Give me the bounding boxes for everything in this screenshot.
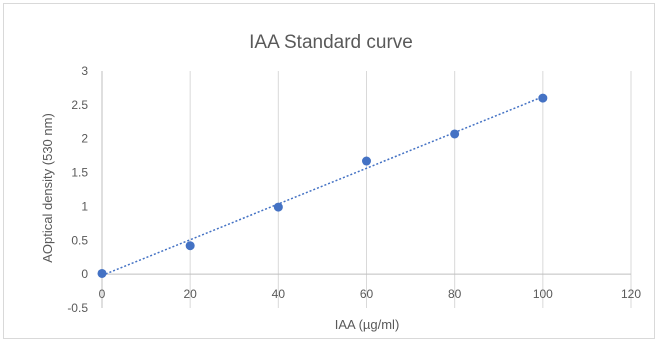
x-tick-label-1: 20 bbox=[183, 287, 197, 301]
x-axis-label: IAA (µg/ml) bbox=[335, 317, 400, 332]
y-tick-labels: -0.5 0 0.5 1 1.5 2 2.5 3 bbox=[67, 64, 88, 315]
y-tick-label-0: -0.5 bbox=[67, 301, 88, 315]
data-point-0-2 bbox=[273, 202, 283, 212]
y-tick-label-3: 1 bbox=[81, 199, 88, 213]
y-tick-label-2: 0.5 bbox=[71, 233, 88, 247]
x-tick-label-3: 60 bbox=[360, 287, 374, 301]
trendline bbox=[101, 96, 544, 277]
y-tick-label-1: 0 bbox=[81, 267, 88, 281]
x-tick-label-5: 100 bbox=[533, 287, 553, 301]
y-tick-label-7: 3 bbox=[81, 64, 88, 78]
chart-title: IAA Standard curve bbox=[249, 32, 413, 53]
data-point-0-0 bbox=[97, 268, 107, 278]
x-tick-label-2: 40 bbox=[272, 287, 286, 301]
chart-frame bbox=[3, 3, 655, 339]
data-point-0-4 bbox=[450, 129, 460, 139]
x-tick-label-6: 120 bbox=[621, 287, 641, 301]
axes bbox=[101, 71, 631, 308]
data-point-0-3 bbox=[362, 156, 371, 166]
grid-lines bbox=[189, 71, 632, 308]
trendline-group bbox=[101, 96, 544, 277]
data-point-0-1 bbox=[185, 241, 195, 251]
y-tick-label-5: 2 bbox=[81, 132, 88, 146]
data-point-0-5 bbox=[538, 93, 548, 103]
x-tick-label-4: 80 bbox=[448, 287, 462, 301]
x-tick-label-0: 0 bbox=[99, 287, 106, 301]
x-tick-labels: 0 20 40 60 80 100 120 bbox=[99, 287, 642, 301]
y-axis-label: AOptical density (530 nm) bbox=[40, 113, 55, 263]
data-points bbox=[97, 93, 548, 278]
y-tick-label-6: 2.5 bbox=[71, 98, 88, 112]
y-tick-label-4: 1.5 bbox=[71, 166, 88, 180]
